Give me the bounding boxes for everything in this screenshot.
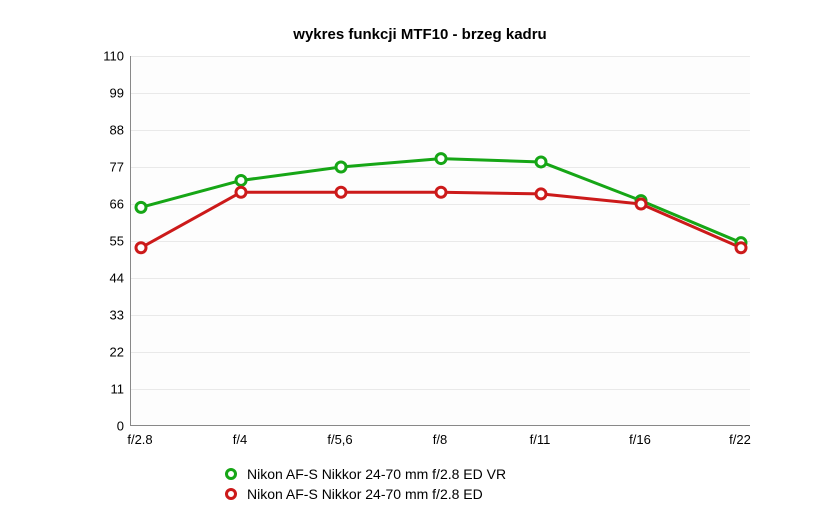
y-tick-label: 66 [84, 197, 124, 212]
y-tick-label: 44 [84, 271, 124, 286]
series-marker [436, 187, 446, 197]
x-tick-label: f/11 [530, 432, 551, 447]
legend-label: Nikon AF-S Nikkor 24-70 mm f/2.8 ED [247, 486, 483, 502]
y-tick-label: 88 [84, 123, 124, 138]
series-marker [536, 157, 546, 167]
chart-container: wykres funkcji MTF10 - brzeg kadru Nikon… [0, 0, 840, 530]
y-tick-label: 33 [84, 308, 124, 323]
legend-label: Nikon AF-S Nikkor 24-70 mm f/2.8 ED VR [247, 466, 506, 482]
legend-item: Nikon AF-S Nikkor 24-70 mm f/2.8 ED [225, 484, 506, 504]
plot-area [130, 56, 750, 426]
y-tick-label: 22 [84, 345, 124, 360]
x-tick-label: f/2.8 [127, 432, 152, 447]
legend-marker-icon [225, 488, 237, 500]
series-marker [736, 243, 746, 253]
series-marker [236, 175, 246, 185]
x-tick-label: f/22 [729, 432, 751, 447]
series-marker [236, 187, 246, 197]
y-tick-label: 0 [84, 419, 124, 434]
series-layer [131, 56, 751, 426]
y-tick-label: 99 [84, 86, 124, 101]
series-marker [136, 202, 146, 212]
series-marker [636, 199, 646, 209]
series-marker [436, 154, 446, 164]
series-marker [136, 243, 146, 253]
series-marker [336, 162, 346, 172]
series-marker [536, 189, 546, 199]
series-line [141, 192, 741, 248]
y-tick-label: 77 [84, 160, 124, 175]
y-tick-label: 55 [84, 234, 124, 249]
legend-marker-icon [225, 468, 237, 480]
y-tick-label: 11 [84, 382, 124, 397]
y-tick-label: 110 [84, 49, 124, 64]
legend-item: Nikon AF-S Nikkor 24-70 mm f/2.8 ED VR [225, 464, 506, 484]
x-tick-label: f/4 [233, 432, 247, 447]
series-line [141, 159, 741, 243]
x-tick-label: f/5,6 [327, 432, 352, 447]
x-tick-label: f/16 [629, 432, 651, 447]
chart-title: wykres funkcji MTF10 - brzeg kadru [0, 26, 840, 43]
x-tick-label: f/8 [433, 432, 447, 447]
legend: Nikon AF-S Nikkor 24-70 mm f/2.8 ED VR Ni… [225, 464, 506, 504]
series-marker [336, 187, 346, 197]
